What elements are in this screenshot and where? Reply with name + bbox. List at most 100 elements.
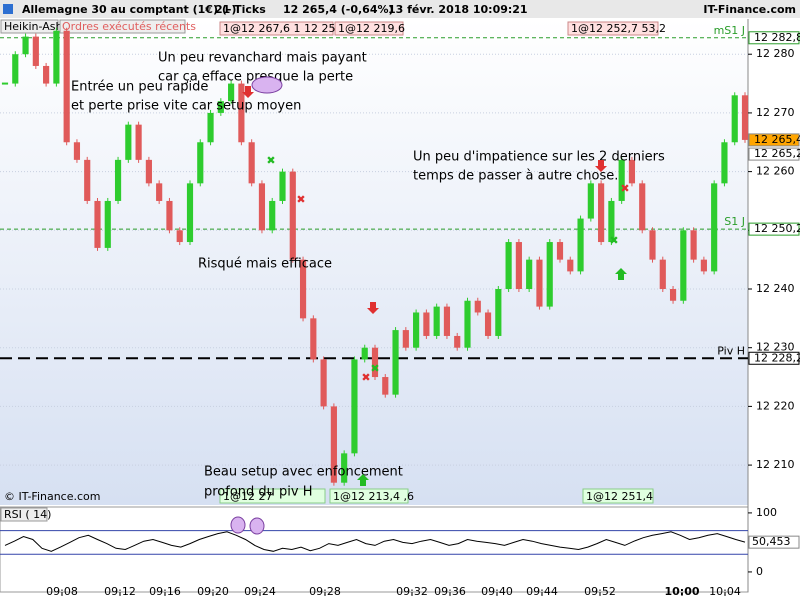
level-name: Piv H — [717, 344, 745, 357]
last: 12 265,4 (-0,64%) — [283, 3, 394, 16]
candle — [12, 54, 19, 84]
candle — [1, 82, 9, 85]
header-bar — [0, 0, 800, 18]
order-tag — [329, 488, 409, 504]
candle — [690, 230, 697, 260]
annotation: temps de passer à autre chose. — [413, 169, 618, 184]
buy-arrow — [357, 474, 369, 486]
candle — [484, 312, 492, 336]
candle — [464, 300, 471, 348]
candle — [556, 242, 564, 260]
candle — [536, 259, 543, 307]
x-tick-label: 09:28 — [309, 585, 341, 598]
buy-arrow — [615, 268, 627, 280]
candle — [423, 312, 430, 336]
candle — [248, 142, 255, 184]
level-label: 12 250,2 — [754, 222, 800, 235]
annotation: Un peu revanchard mais payant — [158, 51, 367, 66]
candle — [413, 312, 420, 348]
order-tag-text: 1@12 252,7 53,2 — [571, 22, 666, 35]
candle — [526, 259, 533, 289]
order-tag — [567, 21, 659, 36]
x-tick-label: 09:12 — [104, 585, 136, 598]
exit-cross: ✖ — [620, 182, 629, 195]
candle — [310, 318, 317, 360]
x-tick-label: 09:24 — [244, 585, 276, 598]
price-label: 12 265,2 — [754, 147, 800, 160]
candle — [197, 142, 204, 184]
annotation: Risqué mais efficace — [198, 257, 332, 272]
candle — [43, 65, 50, 84]
annotations: Un peu revanchard mais payant car ça eff… — [71, 51, 665, 500]
candle — [145, 159, 152, 184]
candle — [330, 406, 337, 483]
candle — [731, 95, 738, 143]
copyright: © IT-Finance.com — [4, 490, 101, 503]
candle — [382, 377, 389, 395]
order-tag — [334, 21, 404, 36]
price-box — [748, 147, 800, 161]
candle — [546, 242, 553, 307]
order-tag-text: 1@12 219,6 — [338, 22, 405, 35]
y-tick-label: 12 260 — [756, 165, 795, 178]
candle — [669, 289, 677, 301]
candle — [700, 259, 707, 272]
candle — [577, 218, 584, 272]
candle — [402, 330, 409, 348]
instrument: Allemagne 30 au comptant (1€) (-) — [22, 3, 236, 16]
candle — [22, 36, 29, 55]
rsi-last: 50,453 — [752, 535, 791, 548]
rsi-title: RSI ( 14) — [4, 508, 51, 521]
candle — [156, 183, 163, 201]
highlight — [249, 517, 265, 535]
y-tick-label: 12 270 — [756, 106, 795, 119]
sell-arrow — [595, 160, 607, 172]
x-tick-label: 09:16 — [149, 585, 181, 598]
candle — [454, 335, 461, 348]
price-pane — [0, 19, 748, 505]
candle — [186, 183, 194, 243]
order-tag-text: 1@12 251,4 — [586, 490, 653, 503]
trade-markers: ✖ ✖ ✖ ✖ ✖ ✖ — [230, 76, 630, 535]
sell-arrow — [367, 302, 379, 314]
x-tick-label: 09:20 — [197, 585, 229, 598]
rsi-pane — [0, 506, 749, 593]
candle — [341, 453, 348, 483]
y-tick-label: 100 — [756, 506, 777, 519]
x-tick-label: 10:04 — [709, 585, 741, 598]
x-tick-label: 09:36 — [434, 585, 466, 598]
price-box — [748, 133, 800, 147]
exit-cross: ✖ — [370, 362, 379, 375]
candle — [125, 124, 132, 160]
level-name: S1 J — [724, 215, 745, 228]
annotation: Un peu d'impatience sur les 2 derniers — [413, 150, 665, 165]
candle — [741, 95, 749, 140]
order-tag-text: 1@12 213,4 ,6 — [333, 490, 414, 503]
exit-cross: ✖ — [361, 371, 370, 384]
annotation: Beau setup avec enfoncement — [204, 465, 403, 480]
icon — [3, 4, 13, 14]
style-label: Heikin-Ashi — [4, 20, 66, 33]
exit-cross: ✖ — [609, 234, 618, 247]
candle — [94, 200, 101, 248]
x-tick-label: 09:40 — [481, 585, 513, 598]
level-box — [748, 31, 800, 45]
candle — [495, 289, 502, 336]
y-tick-label: 12 230 — [756, 341, 795, 354]
candle — [207, 112, 214, 143]
candle — [433, 306, 440, 336]
candle — [659, 259, 666, 289]
annotation: et perte prise vite car setup moyen — [71, 99, 301, 114]
annotation: profond du piv H — [204, 485, 313, 500]
y-tick-label: 12 240 — [756, 282, 795, 295]
candle — [176, 230, 183, 243]
x-tick-label: 09:52 — [584, 585, 616, 598]
price-label: 12 265,4 — [754, 133, 800, 146]
candle — [114, 159, 122, 201]
level-label: 12 282,8 — [754, 31, 800, 44]
candle — [84, 159, 91, 201]
x-tick-label: 09:44 — [526, 585, 558, 598]
candle — [53, 30, 60, 84]
candle — [567, 259, 574, 272]
